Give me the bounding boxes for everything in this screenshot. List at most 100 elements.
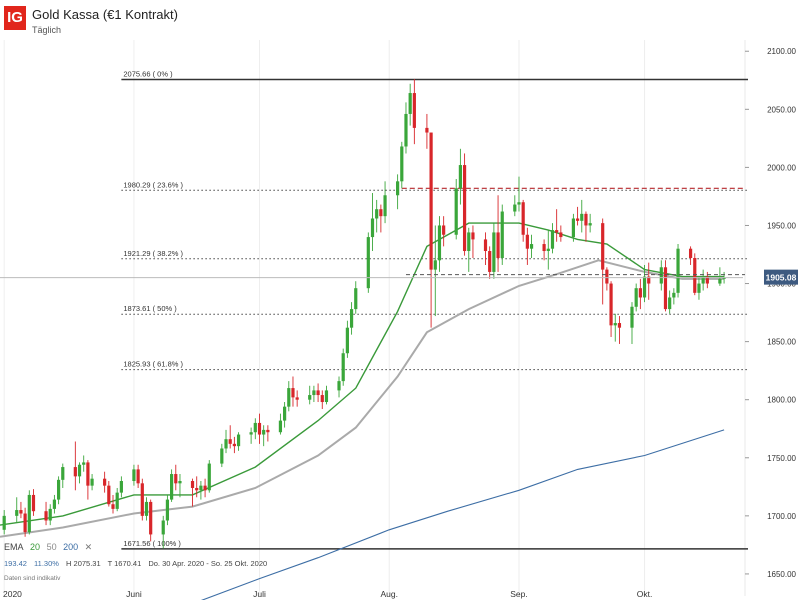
candle-body — [203, 485, 207, 491]
ema-label[interactable]: EMA — [4, 542, 24, 552]
candle — [412, 79, 416, 145]
candle-body — [663, 267, 668, 310]
candle-body — [705, 276, 709, 284]
candle — [52, 494, 57, 514]
candle — [140, 478, 144, 521]
candle — [584, 211, 588, 242]
candle-body — [488, 251, 492, 272]
x-tick-label: Juni — [126, 589, 142, 599]
candle — [115, 487, 119, 512]
candle — [496, 195, 500, 272]
candle-body — [316, 390, 320, 396]
candle — [136, 464, 140, 488]
candle-body — [458, 165, 462, 189]
candle-body — [262, 429, 266, 435]
candle-body — [693, 257, 697, 293]
candle — [701, 269, 705, 291]
candle — [27, 490, 31, 535]
candle-body — [111, 504, 115, 509]
candle — [190, 478, 195, 507]
candle-body — [56, 479, 61, 500]
candle — [82, 455, 86, 472]
candle — [647, 262, 651, 300]
y-tick-label: 1800.00 — [767, 396, 796, 405]
x-tick-label: Juli — [253, 589, 266, 599]
candle-body — [31, 494, 36, 512]
candle — [668, 290, 672, 314]
candle-body — [462, 165, 467, 252]
ema-20-label[interactable]: 20 — [30, 542, 41, 552]
candle-body — [220, 448, 224, 464]
candle — [295, 390, 299, 407]
candle-body — [337, 381, 341, 391]
candle-body — [580, 213, 584, 221]
candle — [61, 463, 65, 488]
candle — [601, 218, 605, 305]
candle-body — [617, 323, 622, 328]
x-tick-label: Aug. — [380, 589, 398, 599]
candle-body — [404, 113, 408, 147]
candle — [442, 216, 446, 247]
candle — [483, 232, 488, 265]
candle-body — [195, 487, 199, 491]
candle — [605, 267, 609, 291]
candle — [550, 223, 555, 254]
candle — [15, 497, 19, 523]
candle-body — [82, 462, 86, 465]
candle — [207, 460, 211, 493]
fibonacci-label: 2075.66 ( 0% ) — [123, 70, 173, 79]
timeframe-label[interactable]: Täglich — [32, 25, 62, 35]
ema-50-label[interactable]: 50 — [46, 542, 57, 552]
candle-body — [605, 269, 609, 284]
candle-body — [257, 422, 262, 435]
ema-200-label[interactable]: 200 — [63, 542, 79, 552]
price-stats: 193.42 11.30% H 2075.31 T 1670.41 Do. 30… — [4, 559, 272, 568]
candle — [559, 225, 563, 242]
candle — [400, 141, 404, 189]
instrument-title: Gold Kassa (€1 Kontrakt) — [32, 7, 178, 22]
candle-body — [521, 202, 525, 235]
candle — [471, 225, 475, 258]
candle — [688, 246, 693, 265]
candle-body — [584, 213, 588, 226]
candle — [199, 481, 203, 500]
candle — [467, 227, 471, 272]
candle-body — [199, 485, 203, 491]
candle — [588, 213, 592, 233]
stat-period: Do. 30 Apr. 2020 - So. 25 Okt. 2020 — [148, 559, 268, 568]
candle-body — [559, 232, 563, 238]
stat-low: T 1670.41 — [107, 559, 142, 568]
candle-body — [437, 225, 442, 261]
candle — [379, 204, 383, 233]
candle-body — [308, 395, 312, 400]
candle — [103, 471, 107, 493]
candle-body — [90, 478, 94, 486]
candle — [77, 462, 82, 484]
candle — [266, 425, 270, 442]
candle-body — [48, 508, 52, 521]
candle — [337, 376, 341, 398]
candle — [383, 181, 387, 224]
candle-body — [324, 390, 329, 403]
candle-body — [140, 483, 144, 516]
y-tick-label: 1650.00 — [767, 570, 796, 579]
candle-body — [630, 306, 634, 328]
ig-logo: IG — [4, 6, 26, 30]
candle — [718, 267, 722, 286]
indicator-legend: EMA 20 50 200 ✕ — [4, 542, 96, 553]
candle — [634, 283, 638, 312]
candle — [529, 234, 534, 258]
close-icon[interactable]: ✕ — [84, 542, 93, 552]
candle-body — [571, 218, 575, 238]
candle — [236, 432, 241, 451]
candle-body — [701, 276, 705, 284]
candle — [341, 348, 345, 386]
candle-body — [609, 283, 613, 326]
candle-body — [149, 501, 153, 535]
candle — [429, 132, 433, 328]
candle-body — [546, 248, 550, 252]
candle — [521, 199, 525, 242]
candle-body — [44, 511, 48, 521]
